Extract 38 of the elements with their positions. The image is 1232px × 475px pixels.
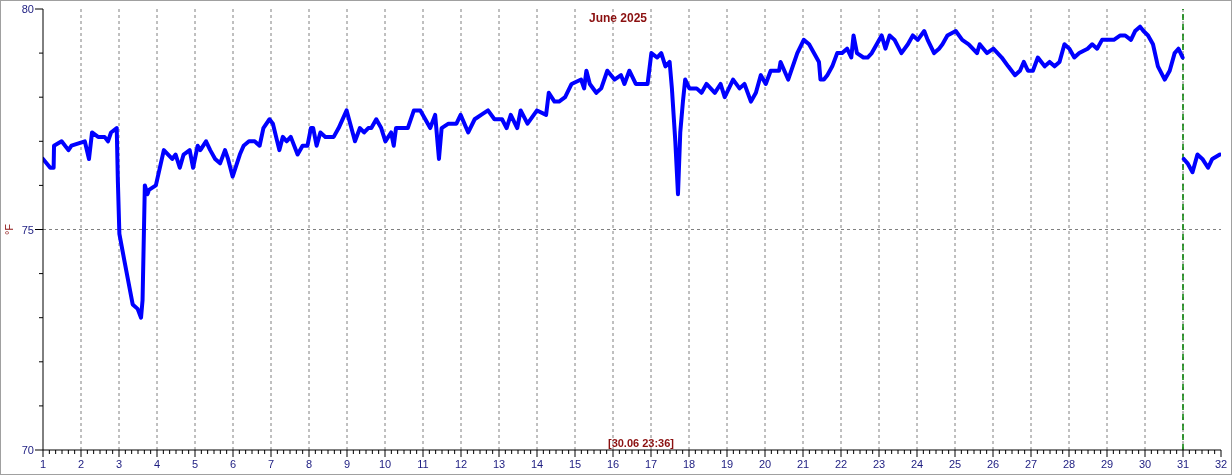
x-tick-label: 25 bbox=[948, 458, 962, 470]
y-tick-label: 75 bbox=[21, 223, 34, 236]
x-tick-label: 12 bbox=[454, 458, 468, 470]
x-tick-label: 14 bbox=[530, 458, 544, 470]
x-tick-label: 20 bbox=[758, 458, 772, 470]
x-tick-label: 21 bbox=[796, 458, 810, 470]
x-tick-label: 2 bbox=[77, 458, 85, 470]
x-tick-label: 30 bbox=[1138, 458, 1152, 470]
x-tick-label: 8 bbox=[305, 458, 313, 470]
x-tick-label: 26 bbox=[986, 458, 1000, 470]
x-tick-label: 27 bbox=[1024, 458, 1038, 470]
x-tick-label: 31 bbox=[1176, 458, 1190, 470]
chart-title: June 2025 bbox=[587, 11, 648, 25]
x-tick-label: 17 bbox=[644, 458, 658, 470]
x-tick-label: 32 bbox=[1214, 458, 1228, 470]
y-tick-label: 80 bbox=[21, 3, 34, 15]
x-tick-label: 29 bbox=[1100, 458, 1114, 470]
x-tick-label: 18 bbox=[682, 458, 696, 470]
x-tick-label: 16 bbox=[606, 458, 620, 470]
x-tick-label: 11 bbox=[417, 458, 429, 470]
x-tick-label: 5 bbox=[191, 458, 199, 470]
x-tick-label: 4 bbox=[153, 458, 161, 470]
x-tick-label: 23 bbox=[872, 458, 886, 470]
x-tick-label: 9 bbox=[343, 458, 351, 470]
x-tick-label: 6 bbox=[229, 458, 237, 470]
x-tick-label: 10 bbox=[378, 458, 392, 470]
x-tick-label: 24 bbox=[910, 458, 924, 470]
x-tick-label: 13 bbox=[492, 458, 506, 470]
x-tick-label: 22 bbox=[834, 458, 848, 470]
x-tick-label: 7 bbox=[267, 458, 275, 470]
x-tick-label: 1 bbox=[39, 458, 47, 470]
x-tick-label: 15 bbox=[568, 458, 582, 470]
x-tick-label: 19 bbox=[720, 458, 734, 470]
annotation: [30.06 23:36] bbox=[606, 437, 675, 450]
y-axis-title: °F bbox=[3, 223, 15, 236]
x-tick-label: 3 bbox=[115, 458, 123, 470]
x-tick-label: 28 bbox=[1062, 458, 1076, 470]
y-tick-label: 70 bbox=[21, 444, 34, 456]
